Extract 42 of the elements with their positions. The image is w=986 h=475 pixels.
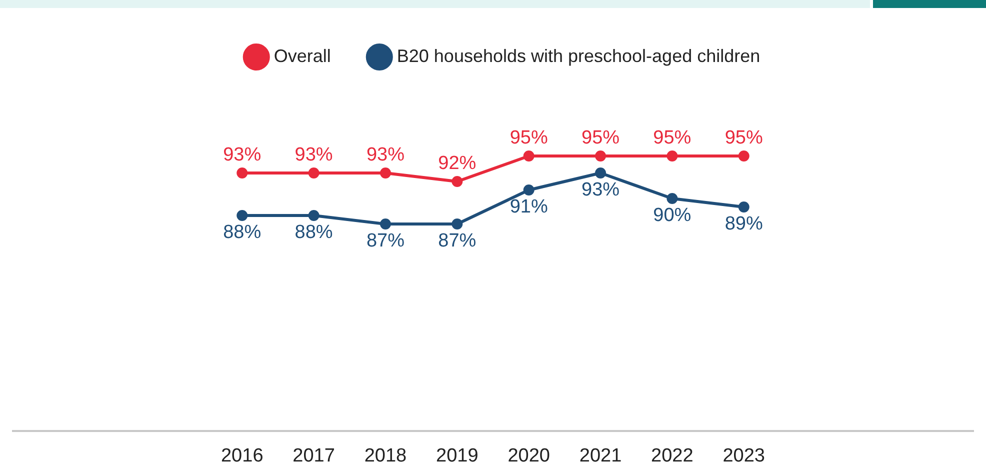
data-label: 87%	[366, 230, 405, 252]
point	[523, 150, 534, 162]
x-tick-label: 2023	[722, 446, 766, 467]
data-label: 95%	[724, 128, 763, 149]
point	[738, 202, 750, 212]
point	[595, 150, 606, 162]
x-tick-label: 2020	[508, 446, 550, 467]
data-label: 92%	[438, 153, 476, 174]
data-label: 88%	[294, 222, 333, 244]
x-tick-label: 2016	[220, 446, 264, 467]
point	[308, 168, 320, 178]
x-tick-label: 2019	[436, 446, 478, 467]
data-label: 87%	[438, 230, 476, 252]
legend-label: B20 households with preschool-aged children	[396, 46, 760, 66]
x-tick-label: 2022	[651, 446, 694, 467]
data-label: 95%	[510, 128, 548, 149]
legend-label: Overall	[274, 46, 331, 66]
data-label: 93%	[582, 180, 620, 201]
data-label: 95%	[653, 128, 692, 149]
data-label: 88%	[223, 222, 262, 244]
data-label: 93%	[294, 144, 333, 166]
data-label: 91%	[510, 196, 548, 218]
point	[236, 168, 248, 178]
data-label: 95%	[582, 128, 620, 149]
point	[236, 210, 248, 221]
point	[595, 168, 606, 178]
x-tick-label: 2017	[292, 446, 335, 467]
point	[523, 184, 534, 196]
data-label: 93%	[366, 144, 405, 166]
data-label: 93%	[223, 144, 262, 166]
data-label: 89%	[724, 214, 763, 235]
point	[308, 210, 320, 221]
x-tick-label: 2021	[579, 446, 622, 467]
point	[738, 150, 750, 162]
x-tick-label: 2018	[364, 446, 407, 467]
data-label: 90%	[653, 205, 692, 226]
point	[380, 168, 391, 178]
point	[452, 218, 463, 230]
point	[452, 176, 463, 187]
point	[666, 150, 678, 162]
point	[380, 218, 391, 230]
point	[666, 193, 678, 204]
